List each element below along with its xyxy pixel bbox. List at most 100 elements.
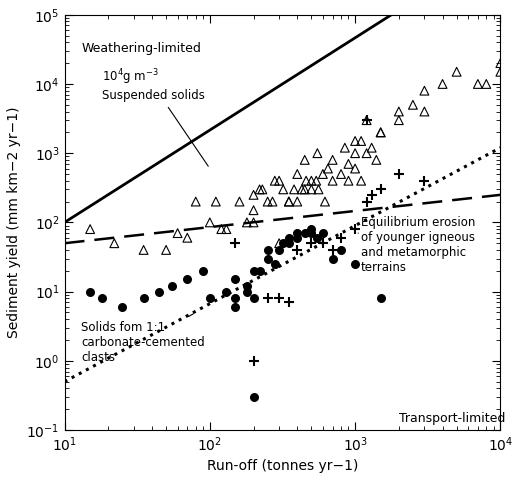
Point <box>250 191 258 199</box>
Point <box>319 229 327 237</box>
Point <box>321 198 329 205</box>
Point <box>301 186 309 193</box>
Point <box>275 246 283 254</box>
Point <box>315 186 323 193</box>
Text: Solids fom 1:1
carbonate-cemented
clasts: Solids fom 1:1 carbonate-cemented clasts <box>81 314 205 364</box>
Point <box>409 101 417 108</box>
X-axis label: Run-off (tonnes yr−1): Run-off (tonnes yr−1) <box>207 459 358 473</box>
Point <box>344 160 353 168</box>
Point <box>293 170 302 178</box>
Point <box>293 234 302 241</box>
Point <box>258 186 267 193</box>
Point <box>376 129 385 136</box>
Point <box>264 246 272 254</box>
Point <box>474 80 482 88</box>
Point <box>250 357 258 365</box>
Point <box>337 246 345 254</box>
Point <box>357 177 365 184</box>
Point <box>482 80 490 88</box>
Point <box>155 288 164 296</box>
Point <box>139 246 148 254</box>
Point <box>264 255 272 263</box>
Point <box>250 206 258 214</box>
Point <box>351 225 359 233</box>
Point <box>86 288 94 296</box>
Text: $10^4$g m$^{-3}$
Suspended solids: $10^4$g m$^{-3}$ Suspended solids <box>101 68 209 166</box>
Point <box>395 108 403 115</box>
Point <box>231 276 240 283</box>
Point <box>351 137 359 145</box>
Point <box>302 177 310 184</box>
Point <box>255 267 264 275</box>
Point <box>250 218 258 226</box>
Point <box>270 260 279 268</box>
Point <box>231 294 240 302</box>
Point <box>264 294 272 302</box>
Point <box>183 234 191 241</box>
Point <box>337 170 345 178</box>
Point <box>231 240 240 247</box>
Point <box>293 198 302 205</box>
Point <box>496 68 504 76</box>
Point <box>324 165 332 172</box>
Point <box>438 80 447 88</box>
Point <box>362 149 371 157</box>
Point <box>191 198 200 205</box>
Point <box>86 225 94 233</box>
Point <box>174 229 182 237</box>
Point <box>199 267 207 275</box>
Point <box>222 225 230 233</box>
Point <box>420 87 428 95</box>
Point <box>301 229 309 237</box>
Point <box>372 156 381 164</box>
Point <box>206 218 214 226</box>
Point <box>297 186 306 193</box>
Point <box>329 156 337 164</box>
Point <box>139 294 148 302</box>
Point <box>285 198 293 205</box>
Point <box>329 255 337 263</box>
Point <box>329 246 337 254</box>
Point <box>376 294 385 302</box>
Point <box>250 393 258 401</box>
Point <box>231 303 240 311</box>
Point <box>376 129 385 136</box>
Point <box>236 198 244 205</box>
Point <box>307 225 316 233</box>
Point <box>351 260 359 268</box>
Point <box>420 108 428 115</box>
Point <box>301 156 309 164</box>
Point <box>362 116 371 124</box>
Point <box>337 234 345 241</box>
Point <box>307 186 316 193</box>
Point <box>420 177 428 184</box>
Point <box>162 246 170 254</box>
Text: Weathering-limited: Weathering-limited <box>81 42 201 55</box>
Point <box>243 288 251 296</box>
Point <box>319 170 327 178</box>
Point <box>357 137 365 145</box>
Point <box>275 240 283 247</box>
Y-axis label: Sediment yield (mm km−2 yr−1): Sediment yield (mm km−2 yr−1) <box>7 107 21 338</box>
Point <box>285 299 293 306</box>
Point <box>250 267 258 275</box>
Point <box>329 177 337 184</box>
Point <box>368 191 376 199</box>
Point <box>285 234 293 241</box>
Point <box>362 198 371 205</box>
Point <box>395 170 403 178</box>
Point <box>319 240 327 247</box>
Point <box>368 144 376 152</box>
Point <box>293 246 302 254</box>
Text: Transport-limited: Transport-limited <box>399 412 505 425</box>
Point <box>285 240 293 247</box>
Point <box>268 198 277 205</box>
Point <box>270 177 279 184</box>
Point <box>279 186 288 193</box>
Point <box>255 186 264 193</box>
Point <box>212 198 220 205</box>
Point <box>285 198 293 205</box>
Point <box>362 116 371 124</box>
Point <box>307 229 316 237</box>
Point <box>243 282 251 290</box>
